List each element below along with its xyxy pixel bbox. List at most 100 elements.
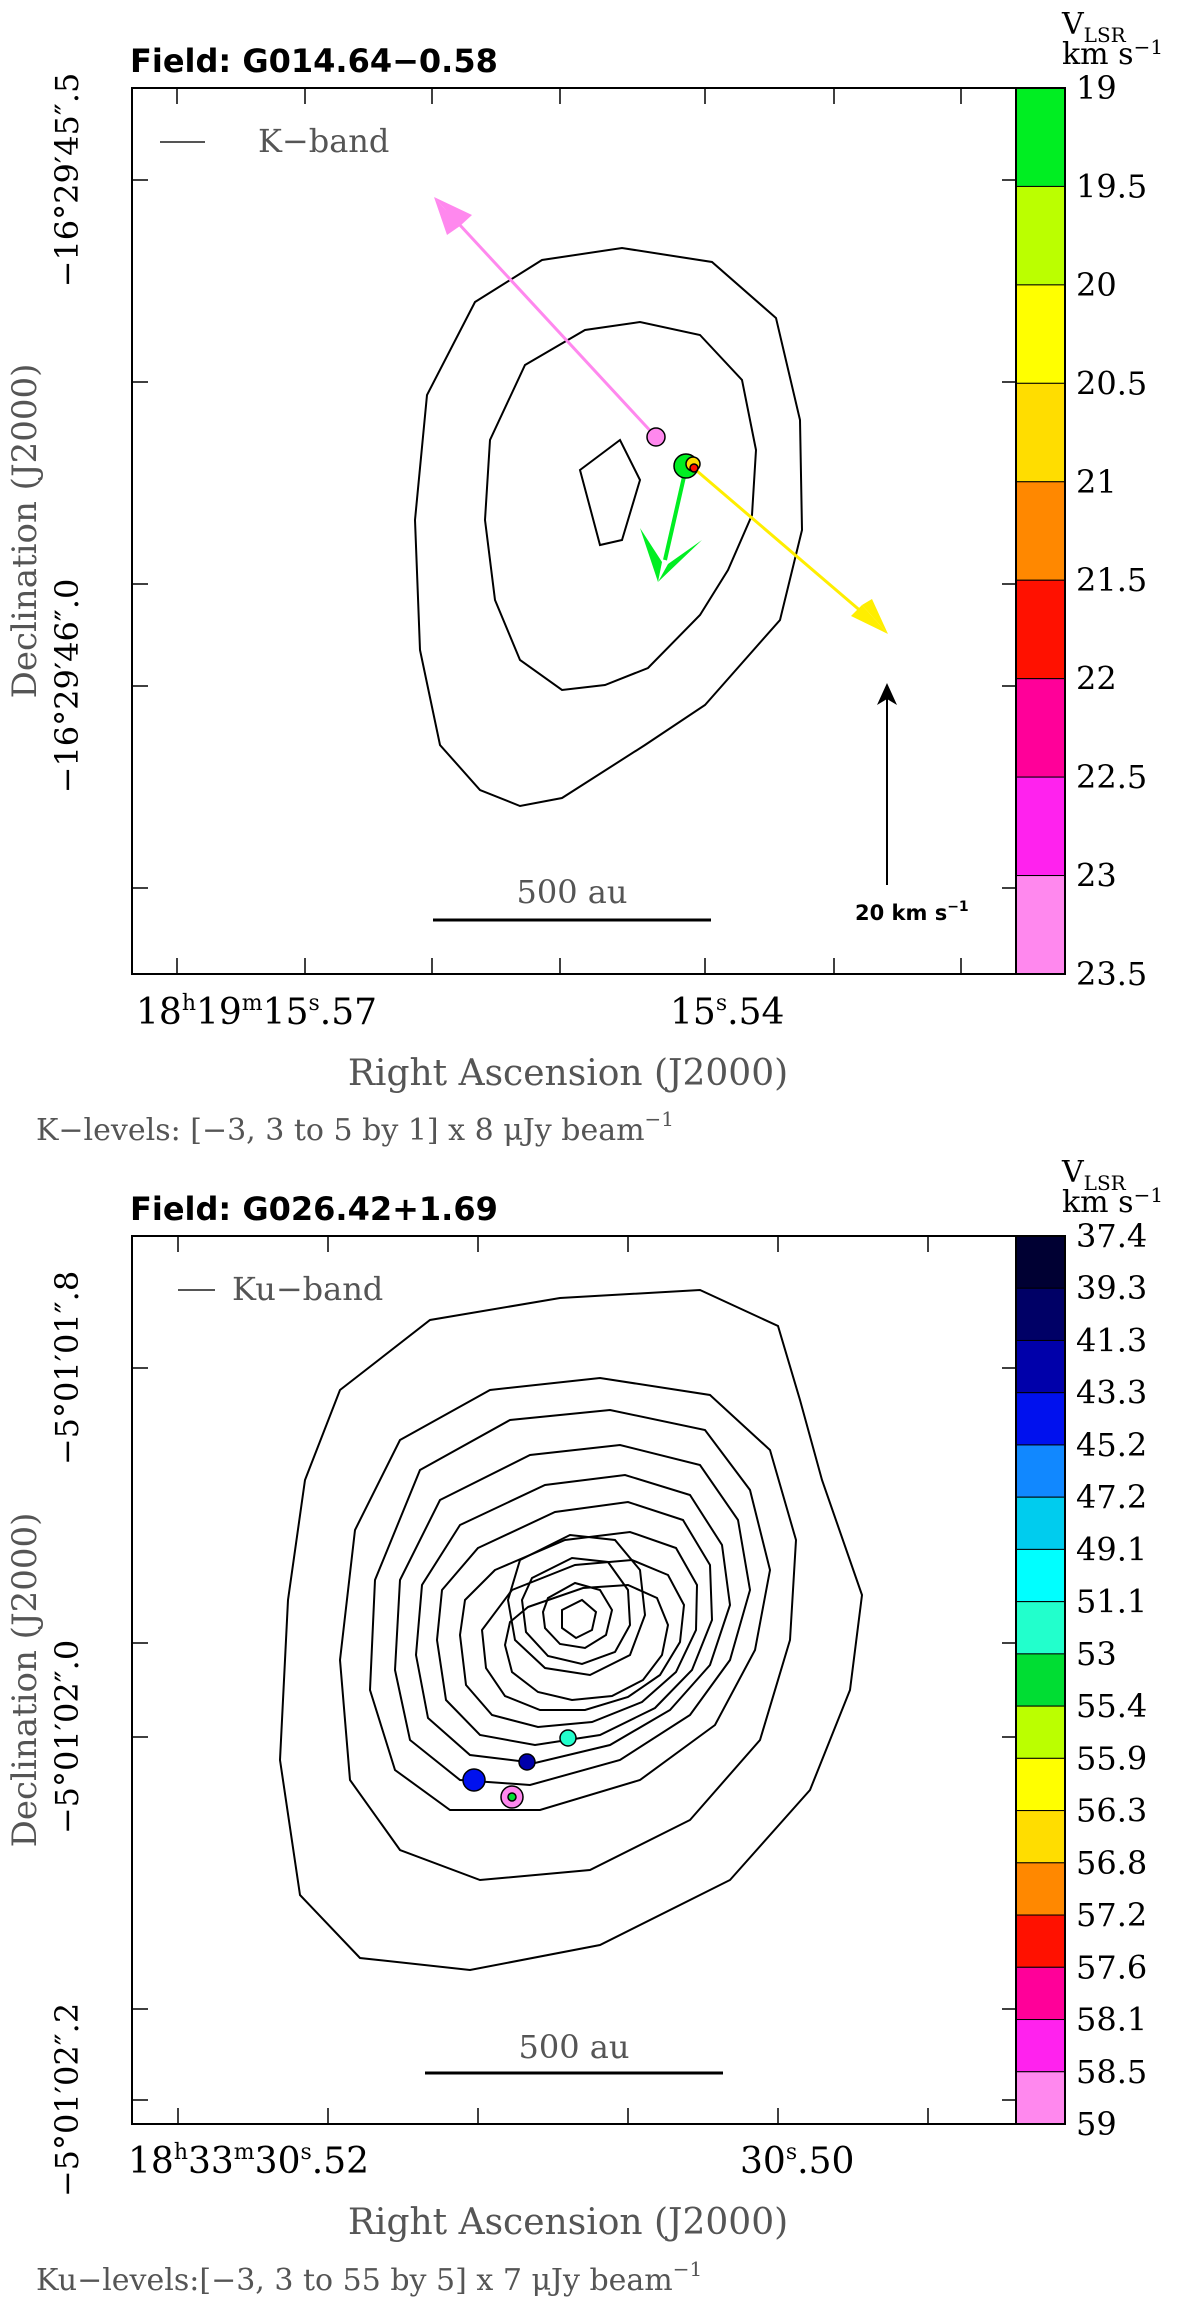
panel-1-colorbar-frame xyxy=(1015,87,1066,975)
panel-2-contour-7 xyxy=(458,1530,699,1729)
panel-2-colorbar-swatch xyxy=(1015,1810,1066,1864)
panel-2-legend-label: Ku−band xyxy=(232,1270,383,1308)
panel-1-colorbar-label: 22.5 xyxy=(1076,758,1147,796)
panel-2-spot-blue xyxy=(462,1768,486,1792)
panel-2-scale-label: 500 au xyxy=(519,2028,630,2066)
panel-2-colorbar-swatch xyxy=(1015,1496,1066,1550)
panel-1-colorbar-label: 19.5 xyxy=(1076,167,1147,205)
panel-2-colorbar-label: 56.3 xyxy=(1076,1792,1147,1830)
panel-2-contour-1 xyxy=(278,1288,864,1972)
panel-1-colorbar-swatch xyxy=(1015,875,1066,975)
panel-1-velocity-reference: 20 km s−1 xyxy=(855,683,969,925)
panel-1-colorbar-swatch xyxy=(1015,579,1066,680)
panel-1-xtick-2: 15s.54 xyxy=(670,991,784,1033)
panel-2-colorbar-label: 47.2 xyxy=(1076,1478,1147,1516)
panel-2-ytick-1: −5°01′01″.8 xyxy=(48,1271,86,1465)
panel-2-ytick-3: −5°01′02″.2 xyxy=(48,2003,86,2197)
panel-2-colorbar-swatch xyxy=(1015,1653,1066,1707)
panel-2-spot-green xyxy=(507,1792,517,1802)
panel-1-colorbar-swatch xyxy=(1015,87,1066,187)
panel-1-proper-motions xyxy=(434,197,888,634)
panel-1-colorbar: VLSR km s−1 19 19.5 20 20.5 21 21.5 22 22.5 23 23… xyxy=(1015,7,1163,993)
panel-2-colorbar-title: VLSR xyxy=(1061,1155,1127,1195)
panel-1-colorbar-swatch xyxy=(1015,776,1066,877)
panel-2-colorbar-swatch xyxy=(1015,1966,1066,2021)
panel-2-colorbar-swatch xyxy=(1015,1444,1066,1498)
panel-2-xtick-2: 30s.50 xyxy=(740,2140,854,2182)
panel-1-contour-outer xyxy=(413,246,804,808)
panel-1-colorbar-title: VLSR xyxy=(1061,7,1127,47)
panel-2-colorbar-unit: km s−1 xyxy=(1062,1183,1163,1220)
panel-1-title: Field: G014.64−0.58 xyxy=(130,42,498,80)
panel-2-spot-aqua xyxy=(559,1729,577,1747)
panel-2-colorbar-swatch xyxy=(1015,1705,1066,1759)
panel-1-ylabel: Declination (J2000) xyxy=(5,364,45,699)
panel-2-frame xyxy=(131,1235,1019,2125)
panel-2-contour-8 xyxy=(480,1558,686,1711)
panel-2-colorbar-swatch xyxy=(1015,1914,1066,1968)
panel-1-ytick-2: −16°29′46″.0 xyxy=(48,579,86,794)
panel-2-contour-4 xyxy=(393,1443,752,1787)
panel-2-colorbar-swatch xyxy=(1015,2071,1066,2125)
panel-2-colorbar-label: 51.1 xyxy=(1076,1583,1147,1621)
panel-2-colorbar-swatch xyxy=(1015,1339,1066,1394)
panel-2-colorbar-swatch xyxy=(1015,1601,1066,1655)
panel-1-ytick-1: −16°29′45″.5 xyxy=(48,73,86,288)
panel-1-scale-label: 500 au xyxy=(517,873,628,911)
panel-1-contour-inner xyxy=(578,438,642,547)
panel-1-markers xyxy=(646,427,701,479)
panel-1-colorbar-swatch xyxy=(1015,185,1066,286)
panel-2-contours xyxy=(278,1288,864,1972)
panel-1-frame xyxy=(131,87,1019,975)
panel-1-colorbar-label: 23.5 xyxy=(1076,955,1147,993)
panel-1-colorbar-label: 19 xyxy=(1076,69,1117,107)
panel-1-arrow-green xyxy=(640,467,702,582)
panel-2-colorbar-label: 41.3 xyxy=(1076,1321,1147,1359)
panel-1-colorbar-swatch xyxy=(1015,678,1066,778)
panel-2-markers xyxy=(462,1729,577,1809)
panel-2-contour-2 xyxy=(338,1376,798,1882)
panel-2-colorbar-swatch xyxy=(1015,2019,1066,2073)
panel-1: Field: G014.64−0.58 K−band xyxy=(5,7,1163,1148)
panel-2-xlabel: Right Ascension (J2000) xyxy=(348,2202,788,2243)
panel-2-colorbar-label: 57.6 xyxy=(1076,1948,1147,1986)
panel-1-spot-red xyxy=(689,463,699,473)
panel-2-contour-3 xyxy=(368,1408,772,1811)
panel-2-colorbar-label: 55.4 xyxy=(1076,1687,1147,1725)
panel-1-arrow-pink xyxy=(434,197,658,439)
panel-2-contour-12 xyxy=(541,1581,614,1650)
panel-2-colorbar-label: 58.1 xyxy=(1076,2001,1147,2039)
panel-1-levels-caption: K−levels: [−3, 3 to 5 by 1] x 8 μJy beam… xyxy=(36,1107,674,1148)
panel-2-colorbar-label: 55.9 xyxy=(1076,1739,1147,1777)
panel-2-levels-caption: Ku−levels:[−3, 3 to 55 by 5] x 7 μJy bea… xyxy=(36,2257,702,2298)
panel-2-contour-6 xyxy=(435,1500,714,1747)
panel-2-title: Field: G026.42+1.69 xyxy=(130,1190,498,1228)
panel-2-colorbar-swatch xyxy=(1015,1548,1066,1603)
panel-2-contour-11 xyxy=(520,1556,632,1666)
panel-1-colorbar-swatch xyxy=(1015,481,1066,581)
panel-2-contour-9 xyxy=(503,1583,670,1702)
panel-2-ticks xyxy=(132,1236,1018,2124)
panel-2-colorbar-label: 45.2 xyxy=(1076,1426,1147,1464)
panel-1-colorbar-label: 21.5 xyxy=(1076,561,1147,599)
panel-2-colorbar-label: 58.5 xyxy=(1076,2053,1147,2091)
panel-2-colorbar-label: 53 xyxy=(1076,1635,1117,1673)
panel-2-spot-navy xyxy=(518,1753,536,1771)
panel-1-spot-pink xyxy=(646,427,666,447)
panel-1-contour-mid xyxy=(483,320,758,692)
panel-2-colorbar-label: 49.1 xyxy=(1076,1530,1147,1568)
panel-1-ticks xyxy=(132,88,1018,974)
panel-1-colorbar-label: 22 xyxy=(1076,660,1117,698)
panel-2-colorbar-swatch xyxy=(1015,1235,1066,1289)
panel-1-colorbar-swatch xyxy=(1015,382,1066,483)
panel-1-colorbar-unit: km s−1 xyxy=(1062,35,1163,72)
panel-2-colorbar-swatch xyxy=(1015,1862,1066,1916)
panel-2-colorbar-frame xyxy=(1015,1235,1066,2125)
panel-2-colorbar-swatch xyxy=(1015,1392,1066,1446)
panel-1-legend-label: K−band xyxy=(258,122,389,160)
panel-2-colorbar-label: 37.4 xyxy=(1076,1217,1147,1255)
panel-1-colorbar-label: 23 xyxy=(1076,857,1117,895)
panel-2-colorbar-swatch xyxy=(1015,1757,1066,1812)
panel-1-colorbar-label: 20 xyxy=(1076,266,1117,304)
